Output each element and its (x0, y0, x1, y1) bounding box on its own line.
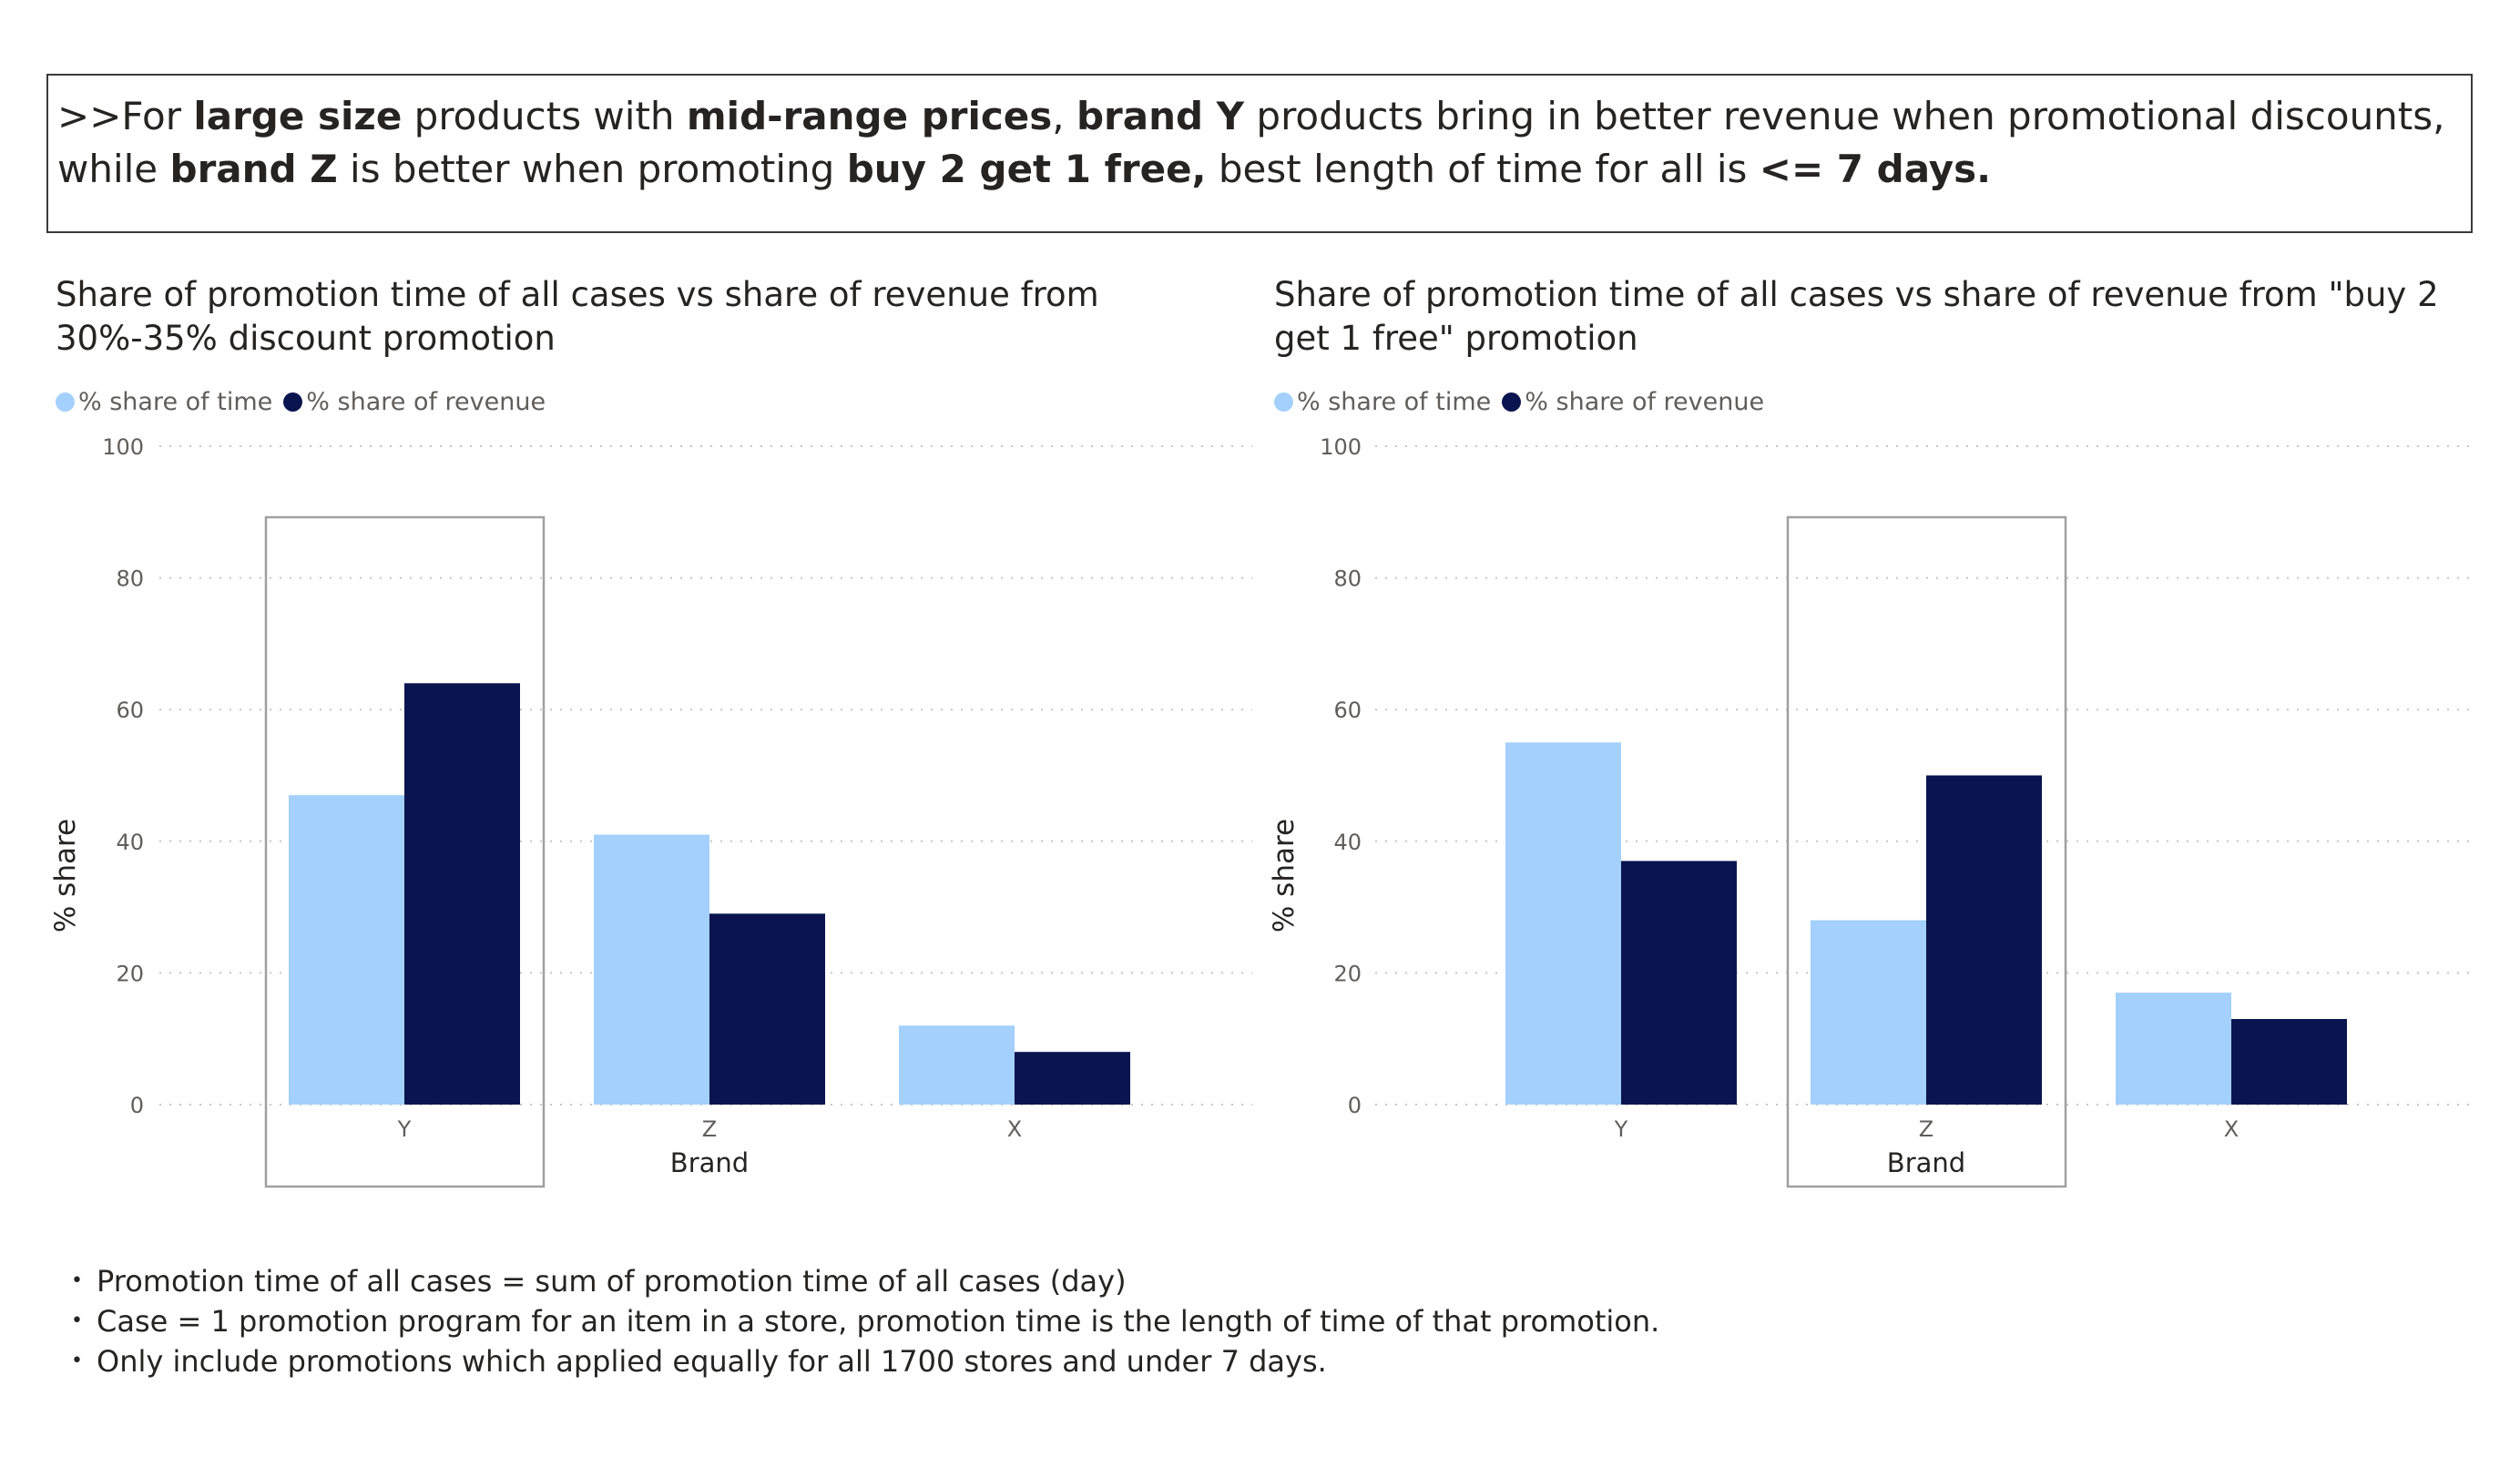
legend-item-time: % share of time (56, 388, 272, 416)
callout-text-part: large size (193, 94, 403, 138)
chart-title-right: Share of promotion time of all cases vs … (1274, 275, 2439, 358)
y-tick-label: 40 (116, 830, 144, 855)
footnote-text: Case = 1 promotion program for an item i… (97, 1304, 1660, 1339)
x-tick-label: Z (702, 1116, 717, 1142)
footnote-item: • Only include promotions which applied e… (71, 1341, 1659, 1381)
bullet-icon: • (71, 1269, 83, 1292)
bar-revenue-x (1015, 1052, 1130, 1105)
legend-swatch-time (56, 392, 75, 412)
legend-swatch-time (1274, 392, 1293, 412)
callout-text-part: products bring in better revenue when pr… (57, 94, 2445, 191)
y-tick-label: 20 (116, 961, 144, 986)
footnotes: • Promotion time of all cases = sum of pr… (71, 1261, 1659, 1381)
bar-time-z (594, 834, 709, 1105)
bar-revenue-y (404, 683, 520, 1105)
footnote-item: • Promotion time of all cases = sum of pr… (71, 1261, 1659, 1301)
legend-left: % share of time % share of revenue (56, 388, 556, 416)
y-tick-label: 100 (102, 434, 144, 460)
footnote-text: Promotion time of all cases = sum of pro… (97, 1264, 1127, 1299)
callout-text-part: products with (402, 94, 687, 138)
callout-text-part: brand Z (169, 147, 338, 191)
bar-time-y (289, 795, 404, 1105)
y-tick-label: 0 (130, 1093, 144, 1118)
x-axis-title: Brand (670, 1147, 749, 1178)
y-tick-label: 80 (116, 566, 144, 592)
legend-swatch-revenue (1502, 392, 1522, 412)
callout-text-part: <= 7 days. (1759, 147, 1992, 191)
legend-item-time: % share of time (1274, 388, 1491, 416)
callout-text-part: >>For (57, 94, 194, 138)
footnote-item: • Case = 1 promotion program for an item … (71, 1301, 1659, 1341)
callout-text-part: mid-range prices (686, 94, 1053, 138)
legend-item-revenue: % share of revenue (1502, 388, 1764, 416)
y-tick-label: 60 (116, 698, 144, 723)
callout-text-part: is better when promoting (337, 147, 847, 191)
legend-label-revenue: % share of revenue (1525, 388, 1765, 416)
insight-callout: >>For large size products with mid-range… (46, 74, 2473, 233)
legend-label-time: % share of time (78, 388, 273, 416)
chart-title-left: Share of promotion time of all cases vs … (56, 275, 1099, 358)
legend-right: % share of time % share of revenue (1274, 388, 1775, 416)
bullet-icon: • (71, 1309, 83, 1332)
legend-label-revenue: % share of revenue (306, 388, 546, 416)
x-tick-label: X (1007, 1116, 1022, 1142)
bar-time-x (899, 1025, 1015, 1105)
callout-text-part: brand Y (1076, 94, 1245, 138)
callout-text-part: best length of time for all is (1206, 147, 1760, 191)
highlight-box (264, 515, 546, 1188)
legend-swatch-revenue (283, 392, 303, 412)
bullet-icon: • (71, 1350, 83, 1372)
y-axis-title: % share (49, 819, 82, 932)
legend-label-time: % share of time (1297, 388, 1492, 416)
callout-text-part: buy 2 get 1 free, (846, 147, 1207, 191)
callout-text-part: , (1052, 94, 1076, 138)
footnote-text: Only include promotions which applied eq… (97, 1344, 1327, 1379)
bar-revenue-z (709, 913, 825, 1105)
x-tick-label: Y (397, 1116, 412, 1142)
legend-item-revenue: % share of revenue (283, 388, 546, 416)
